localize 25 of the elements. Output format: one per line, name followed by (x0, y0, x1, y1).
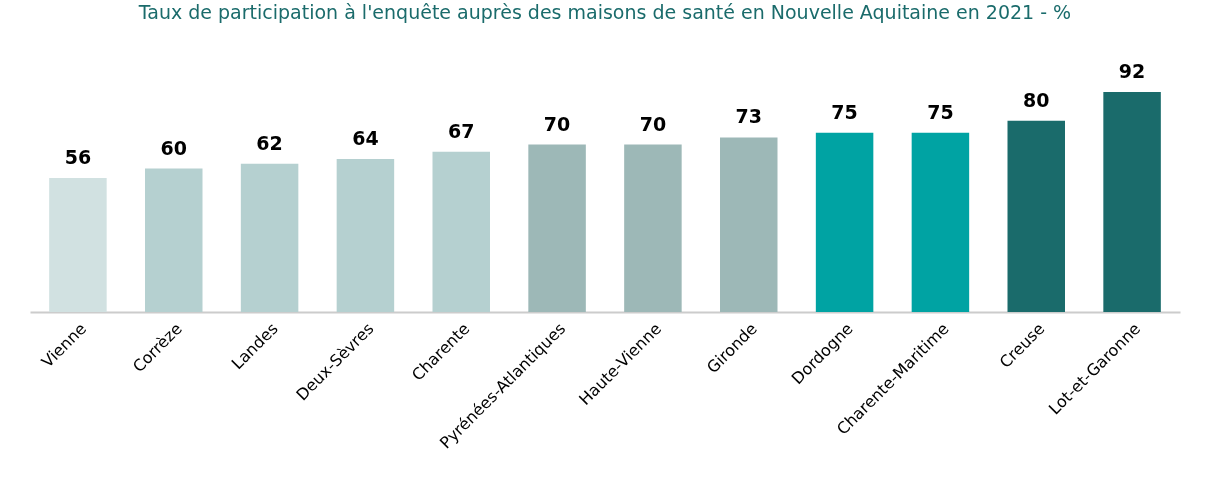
data-label: 60 (160, 136, 187, 159)
bar (1103, 92, 1161, 312)
bar (1007, 120, 1065, 312)
bar (911, 132, 970, 312)
bar (720, 137, 778, 312)
bar (624, 144, 682, 312)
data-label: 75 (927, 100, 954, 123)
bar (49, 178, 107, 312)
data-label: 70 (639, 112, 667, 135)
bar (336, 158, 395, 312)
bar (528, 144, 586, 312)
data-label: 70 (543, 112, 571, 135)
bar (145, 168, 203, 312)
bar (240, 163, 299, 312)
bar (432, 151, 490, 312)
data-label: 62 (256, 131, 283, 154)
chart-title: Taux de participation à l'enquête auprès des maisons de santé en Nouvelle Aquitaine en 2021 - % (137, 1, 1072, 23)
data-label: 73 (735, 105, 762, 128)
data-label: 80 (1023, 88, 1050, 111)
data-label: 75 (831, 100, 858, 123)
bar (815, 132, 874, 312)
data-label: 67 (448, 119, 475, 142)
data-label: 56 (64, 146, 92, 169)
data-label: 64 (352, 126, 379, 149)
data-label: 92 (1118, 60, 1146, 82)
